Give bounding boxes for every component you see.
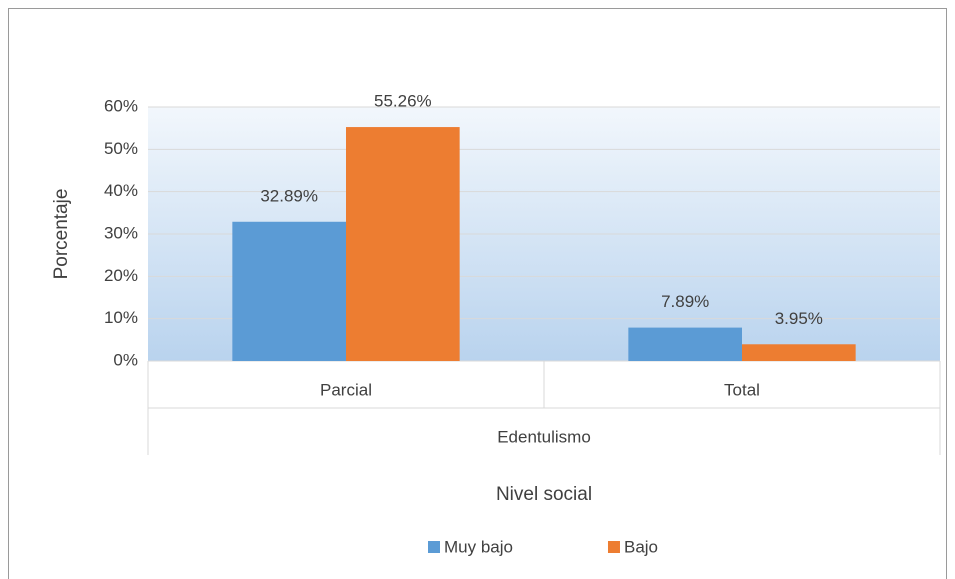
y-tick-label: 20% (104, 266, 138, 285)
data-label: 3.95% (775, 309, 823, 328)
bar (628, 327, 742, 361)
legend-label: Bajo (624, 537, 658, 556)
y-tick-label: 30% (104, 223, 138, 242)
legend-swatch (428, 541, 440, 553)
y-tick-label: 40% (104, 181, 138, 200)
y-tick-label: 50% (104, 139, 138, 158)
x-tick-label: Total (724, 380, 760, 399)
group-label: Edentulismo (497, 427, 591, 446)
x-axis-label: Nivel social (496, 484, 592, 505)
bar (742, 344, 856, 361)
legend-swatch (607, 541, 620, 553)
data-label: 55.26% (374, 92, 432, 111)
y-tick-label: 10% (104, 308, 138, 327)
y-tick-label: 60% (104, 96, 138, 115)
data-label: 32.89% (260, 186, 318, 205)
y-axis-label: Porcentaje (51, 189, 72, 280)
y-tick-label: 0% (113, 350, 138, 369)
bar (346, 127, 460, 361)
legend-label: Muy bajo (444, 537, 513, 556)
x-tick-label: Parcial (320, 380, 372, 399)
bar (232, 221, 346, 361)
data-label: 7.89% (661, 292, 709, 311)
